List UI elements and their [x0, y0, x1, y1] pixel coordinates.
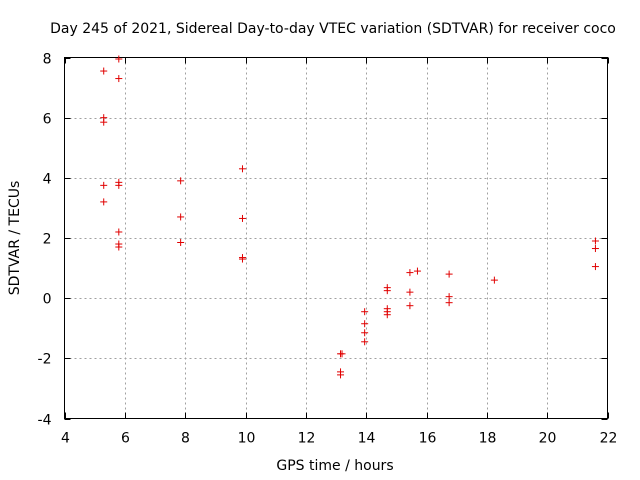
data-point: [406, 269, 414, 277]
data-point: [337, 371, 345, 379]
x-tick-label: 10: [238, 431, 256, 447]
x-tick-label: 4: [61, 431, 70, 447]
data-point: [361, 338, 369, 346]
data-point: [177, 213, 185, 221]
data-point: [115, 228, 123, 236]
data-point: [100, 67, 108, 75]
data-point: [115, 181, 123, 189]
data-point: [115, 55, 123, 63]
axis-ticks: [64, 57, 609, 420]
data-point: [338, 350, 346, 358]
data-point: [413, 267, 421, 275]
data-point: [591, 245, 599, 253]
grid: [64, 57, 608, 419]
data-point: [361, 308, 369, 316]
data-point: [115, 75, 123, 83]
data-point: [238, 165, 246, 173]
data-point: [100, 118, 108, 126]
data-point: [445, 299, 453, 307]
y-tick-label: 8: [43, 52, 52, 68]
data-point: [406, 288, 414, 296]
data-point: [490, 276, 498, 284]
x-tick-labels: 4 6 8 10 12 14 16 18 20 22: [61, 431, 617, 447]
data-points: [100, 55, 599, 379]
y-tick-label: -4: [38, 413, 52, 429]
data-point: [115, 243, 123, 251]
y-tick-labels: -4 -2 0 2 4 6 8: [38, 52, 52, 429]
x-tick-label: 18: [479, 431, 497, 447]
data-point: [100, 198, 108, 206]
data-point: [383, 311, 391, 319]
x-tick-label: 20: [539, 431, 557, 447]
x-tick-label: 6: [121, 431, 130, 447]
x-tick-label: 16: [419, 431, 437, 447]
data-point: [177, 239, 185, 247]
x-tick-label: 22: [600, 431, 618, 447]
data-point: [406, 302, 414, 310]
y-tick-label: 6: [43, 112, 52, 128]
data-point: [383, 287, 391, 295]
x-axis-title: GPS time / hours: [276, 458, 393, 474]
y-tick-label: 0: [43, 292, 52, 308]
y-axis-title: SDTVAR / TECUs: [7, 181, 23, 296]
x-tick-label: 8: [181, 431, 190, 447]
data-point: [591, 263, 599, 271]
data-point: [100, 181, 108, 189]
data-point: [445, 293, 453, 301]
chart-title: Day 245 of 2021, Sidereal Day-to-day VTE…: [50, 21, 616, 37]
x-tick-label: 12: [298, 431, 316, 447]
y-tick-label: -2: [38, 352, 52, 368]
data-point: [591, 237, 599, 245]
data-point: [361, 329, 369, 337]
y-tick-label: 2: [43, 232, 52, 248]
x-tick-label: 14: [358, 431, 376, 447]
y-tick-label: 4: [43, 172, 52, 188]
data-point: [238, 255, 246, 263]
data-point: [361, 320, 369, 328]
data-point: [177, 177, 185, 185]
data-point: [238, 214, 246, 222]
data-point: [445, 270, 453, 278]
